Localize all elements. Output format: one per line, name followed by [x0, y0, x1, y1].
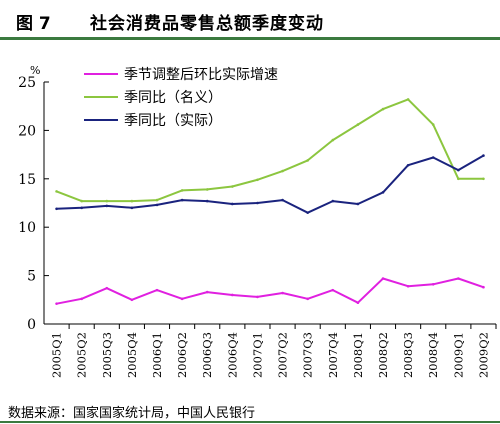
series-2-point	[130, 199, 134, 203]
legend-label-2: 季同比（名义）	[124, 90, 222, 106]
title-rule	[0, 37, 500, 40]
series-2-point	[256, 178, 259, 182]
y-tick-label: 5	[27, 269, 36, 285]
series-2-point	[281, 169, 284, 173]
figure-number: 图 7	[16, 14, 51, 34]
bottom-rule	[0, 421, 500, 423]
x-tick-label: 2008Q3	[401, 332, 415, 378]
series-1-point	[231, 293, 234, 297]
series-3-point	[130, 206, 134, 210]
x-tick-label: 2007Q1	[250, 332, 264, 378]
x-tick-label: 2005Q4	[125, 332, 139, 378]
series-1-point	[80, 297, 83, 301]
x-tick-label: 2009Q2	[476, 332, 490, 378]
x-tick-label: 2005Q3	[100, 332, 114, 378]
series-2-point	[205, 188, 209, 191]
series-1-point	[381, 277, 385, 280]
series-1-point	[105, 286, 109, 290]
series-3-point	[457, 168, 460, 172]
x-tick-label: 2007Q2	[276, 332, 290, 378]
series-3-point	[306, 211, 309, 214]
series-1-point	[281, 291, 284, 295]
series-1-point	[205, 290, 209, 294]
series-1-point	[457, 277, 460, 280]
series-2-point	[431, 123, 435, 126]
series-line-2	[56, 98, 484, 203]
y-unit-label: %	[30, 64, 40, 77]
legend-label-1: 季节调整后环比实际增速	[124, 67, 278, 83]
x-tick-label: 2005Q2	[75, 332, 89, 378]
series-2-point	[356, 123, 360, 126]
series-2-point	[306, 159, 309, 162]
x-tick-label: 2008Q1	[351, 332, 365, 378]
series-3-point	[80, 206, 83, 210]
series-1-point	[155, 288, 159, 292]
series-line-3	[56, 154, 484, 214]
series-2-point	[155, 198, 159, 202]
source-note: 数据来源：国家国家统计局，中国人民银行	[8, 406, 256, 421]
x-tick-label: 2008Q2	[376, 332, 390, 378]
series-2-point	[406, 98, 410, 101]
series-1-point	[55, 302, 58, 305]
series-2-point	[231, 185, 234, 188]
legend-label-3: 季同比（实际）	[124, 113, 222, 129]
y-tick-label: 15	[18, 172, 36, 188]
x-tick-label: 2008Q4	[426, 332, 440, 378]
series-1-point	[406, 284, 410, 288]
series-1-point	[180, 297, 184, 301]
figure-title: 社会消费品零售总额季度变动	[90, 14, 324, 34]
series-3-point	[331, 199, 335, 203]
series-1-point	[256, 295, 259, 299]
x-tick-label: 2007Q4	[326, 332, 340, 378]
y-tick-label: 10	[18, 220, 36, 236]
series-3-point	[256, 201, 259, 205]
series-3-point	[155, 203, 159, 207]
y-tick-label: 25	[18, 75, 36, 91]
series-3-point	[482, 154, 485, 157]
series-3-point	[356, 202, 360, 206]
series-1-point	[482, 285, 485, 289]
series-3-point	[406, 163, 410, 167]
series-2-point	[457, 177, 460, 181]
series-1-point	[431, 283, 435, 286]
series-1-point	[130, 298, 134, 302]
series-2-point	[80, 199, 83, 203]
x-tick-label: 2006Q2	[175, 332, 189, 378]
series-3-point	[231, 202, 234, 206]
series-2-point	[55, 190, 58, 193]
series-3-point	[431, 156, 435, 159]
series-3-point	[381, 191, 385, 194]
x-tick-label: 2009Q1	[451, 332, 465, 378]
series-1-point	[306, 297, 309, 301]
series-line-1	[56, 277, 484, 305]
line-chart: 0 5 10 15 20 25% 2005Q1 2005Q2 2005Q3 2005Q4 2006Q…	[18, 64, 497, 378]
series-2-point	[331, 138, 335, 142]
x-tick-label: 2006Q1	[150, 332, 164, 378]
x-tick-label: 2007Q3	[301, 332, 315, 378]
series-3-point	[281, 198, 284, 202]
series-2-point	[105, 199, 109, 203]
series-3-point	[205, 199, 209, 203]
x-tick-label: 2006Q3	[200, 332, 214, 378]
figure-header: 图 7 社会消费品零售总额季度变动	[0, 0, 500, 44]
series-1-point	[356, 301, 360, 305]
series-3-point	[180, 198, 184, 202]
series-3-point	[105, 204, 109, 208]
series-1-point	[331, 288, 335, 292]
series-3-point	[55, 207, 58, 211]
y-tick-label: 20	[18, 123, 36, 139]
series-2-point	[482, 177, 485, 181]
x-tick-label: 2005Q1	[50, 332, 64, 378]
x-tick-label: 2006Q4	[225, 332, 239, 378]
series-2-point	[381, 107, 385, 111]
series-2-point	[180, 189, 184, 192]
y-tick-label: 0	[27, 317, 36, 333]
